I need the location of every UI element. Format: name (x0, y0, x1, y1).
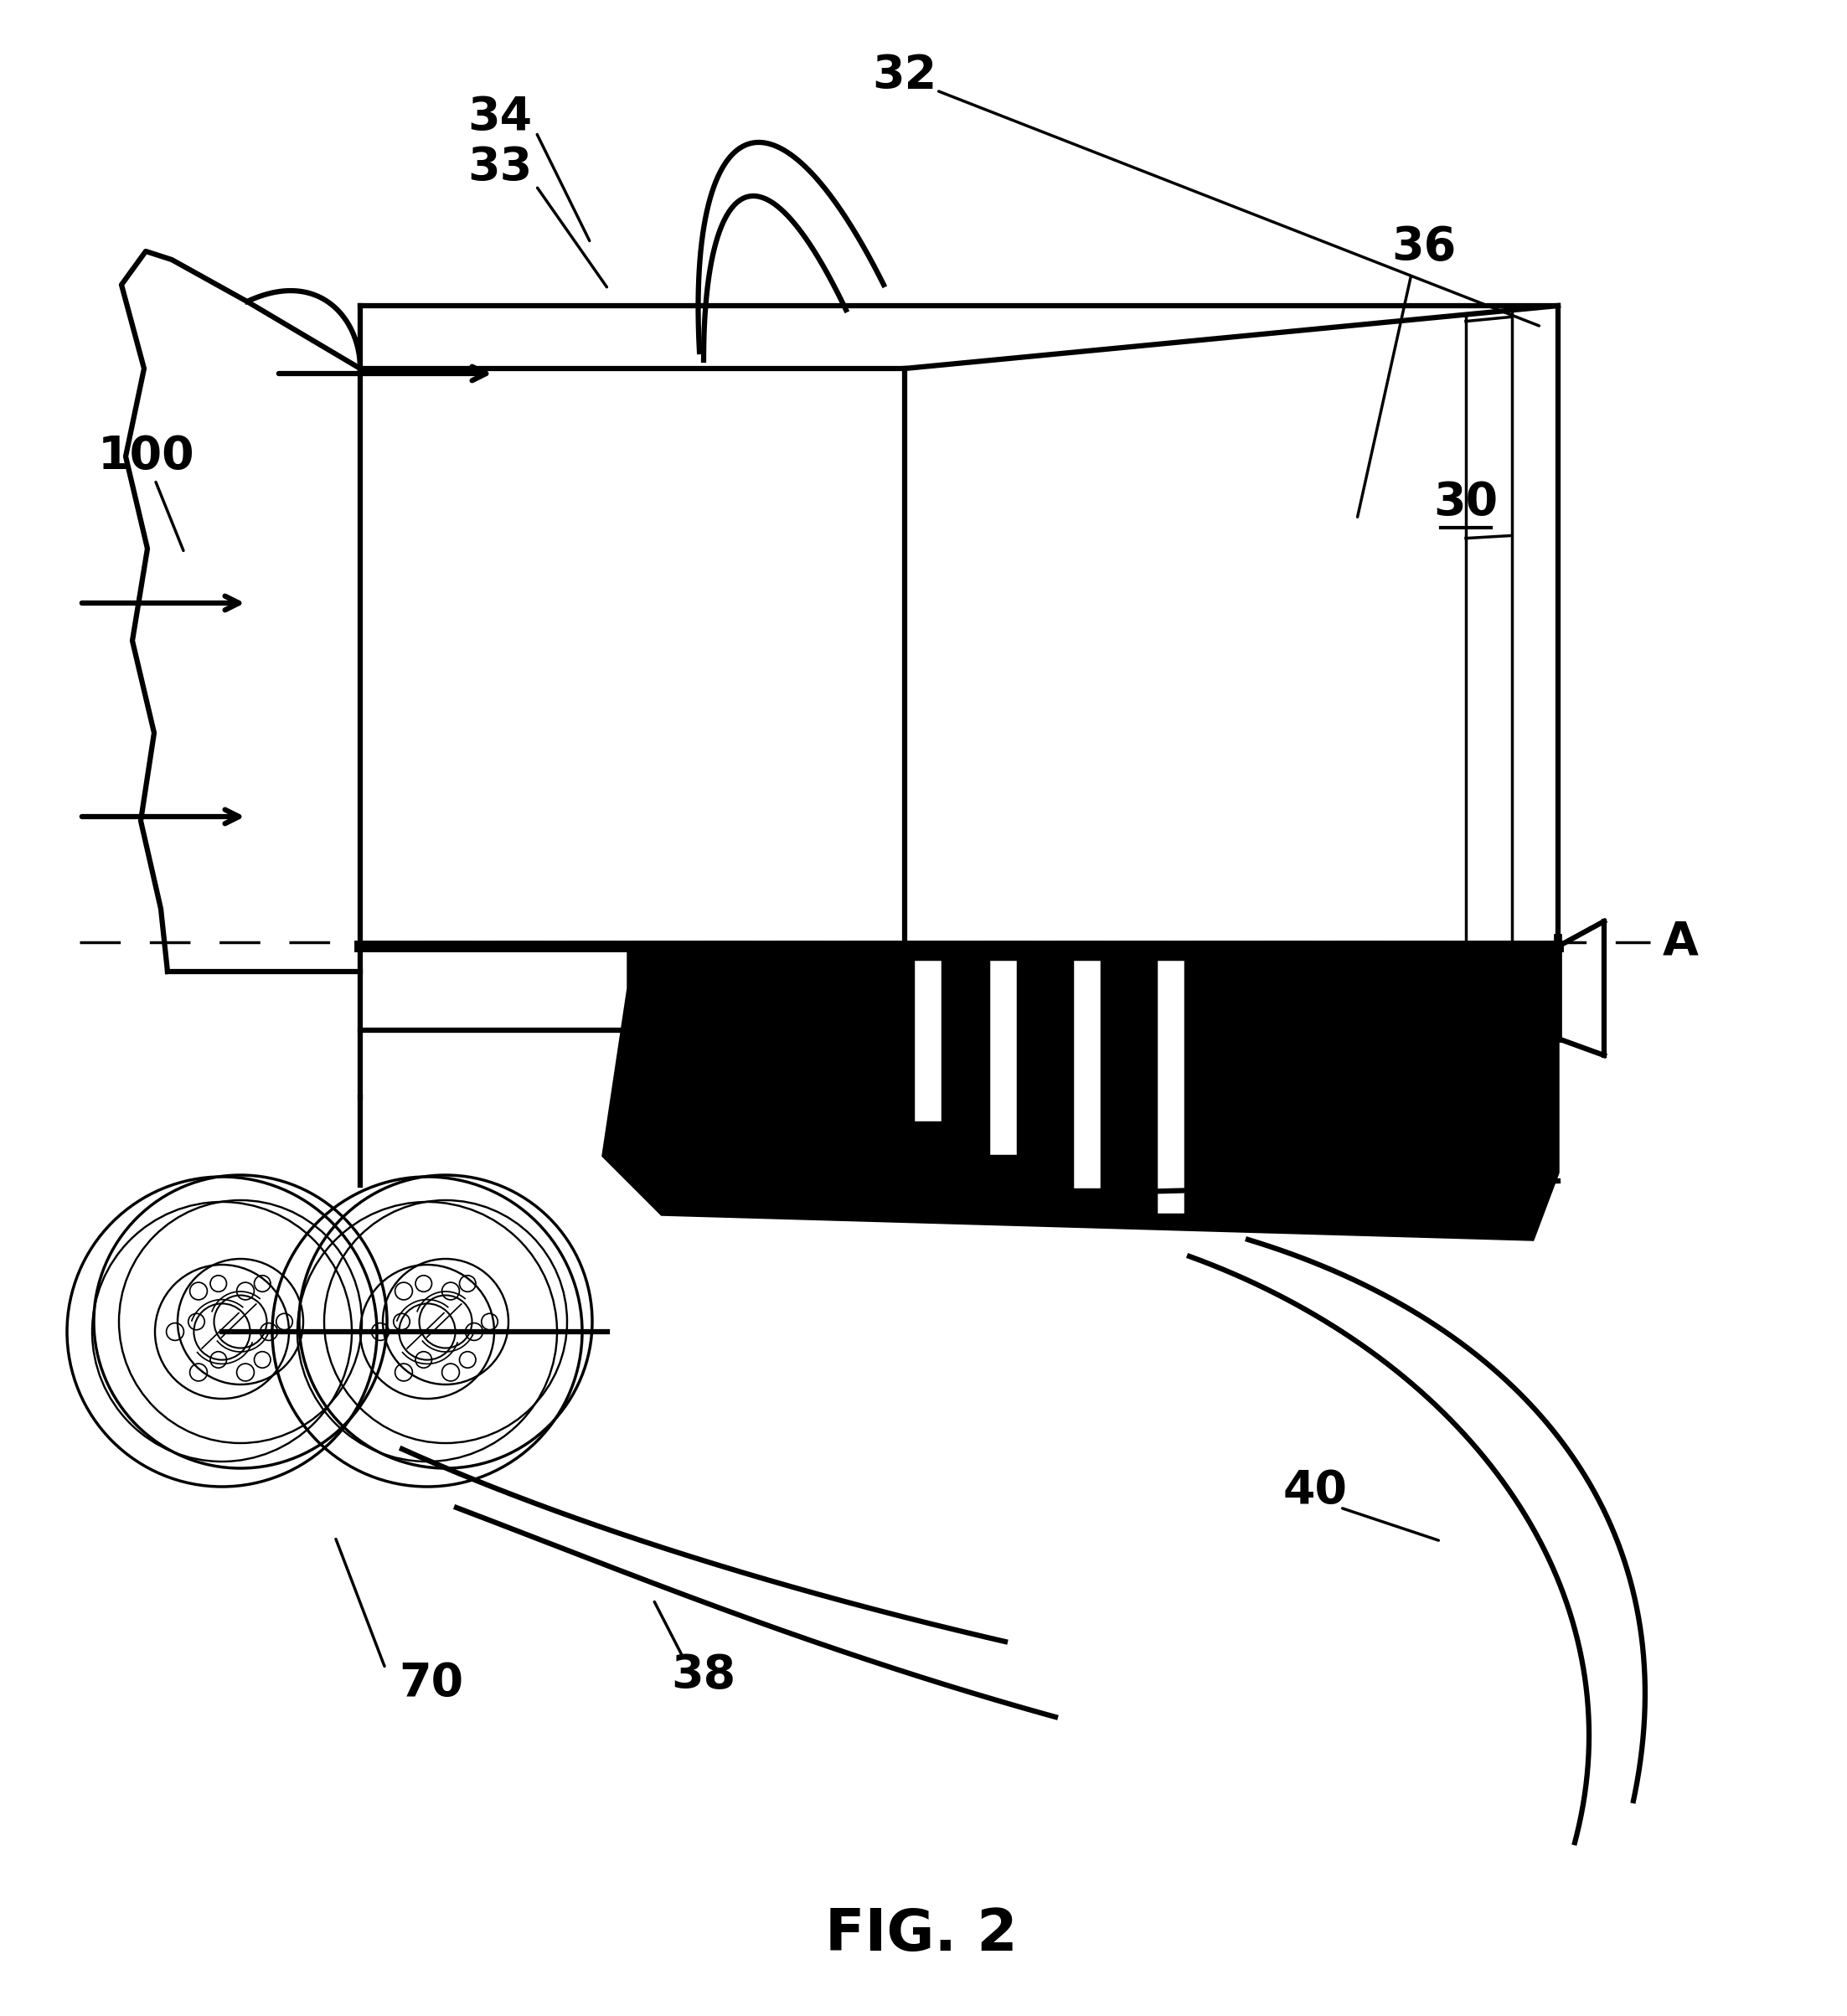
Text: FIG. 2: FIG. 2 (826, 1907, 1018, 1964)
Text: 70: 70 (399, 1661, 464, 1706)
Text: 34: 34 (467, 95, 532, 139)
Text: 32: 32 (872, 52, 936, 99)
Text: A: A (1662, 919, 1699, 966)
Text: 36: 36 (1391, 224, 1457, 270)
Polygon shape (912, 960, 942, 1123)
Text: 33: 33 (467, 145, 532, 190)
Polygon shape (604, 946, 1559, 1240)
Polygon shape (1156, 960, 1186, 1214)
Polygon shape (1071, 960, 1101, 1189)
Polygon shape (988, 960, 1018, 1155)
Text: 40: 40 (1284, 1468, 1346, 1514)
Text: 100: 100 (98, 433, 196, 480)
Text: 38: 38 (670, 1653, 735, 1697)
Text: 30: 30 (1433, 480, 1498, 524)
